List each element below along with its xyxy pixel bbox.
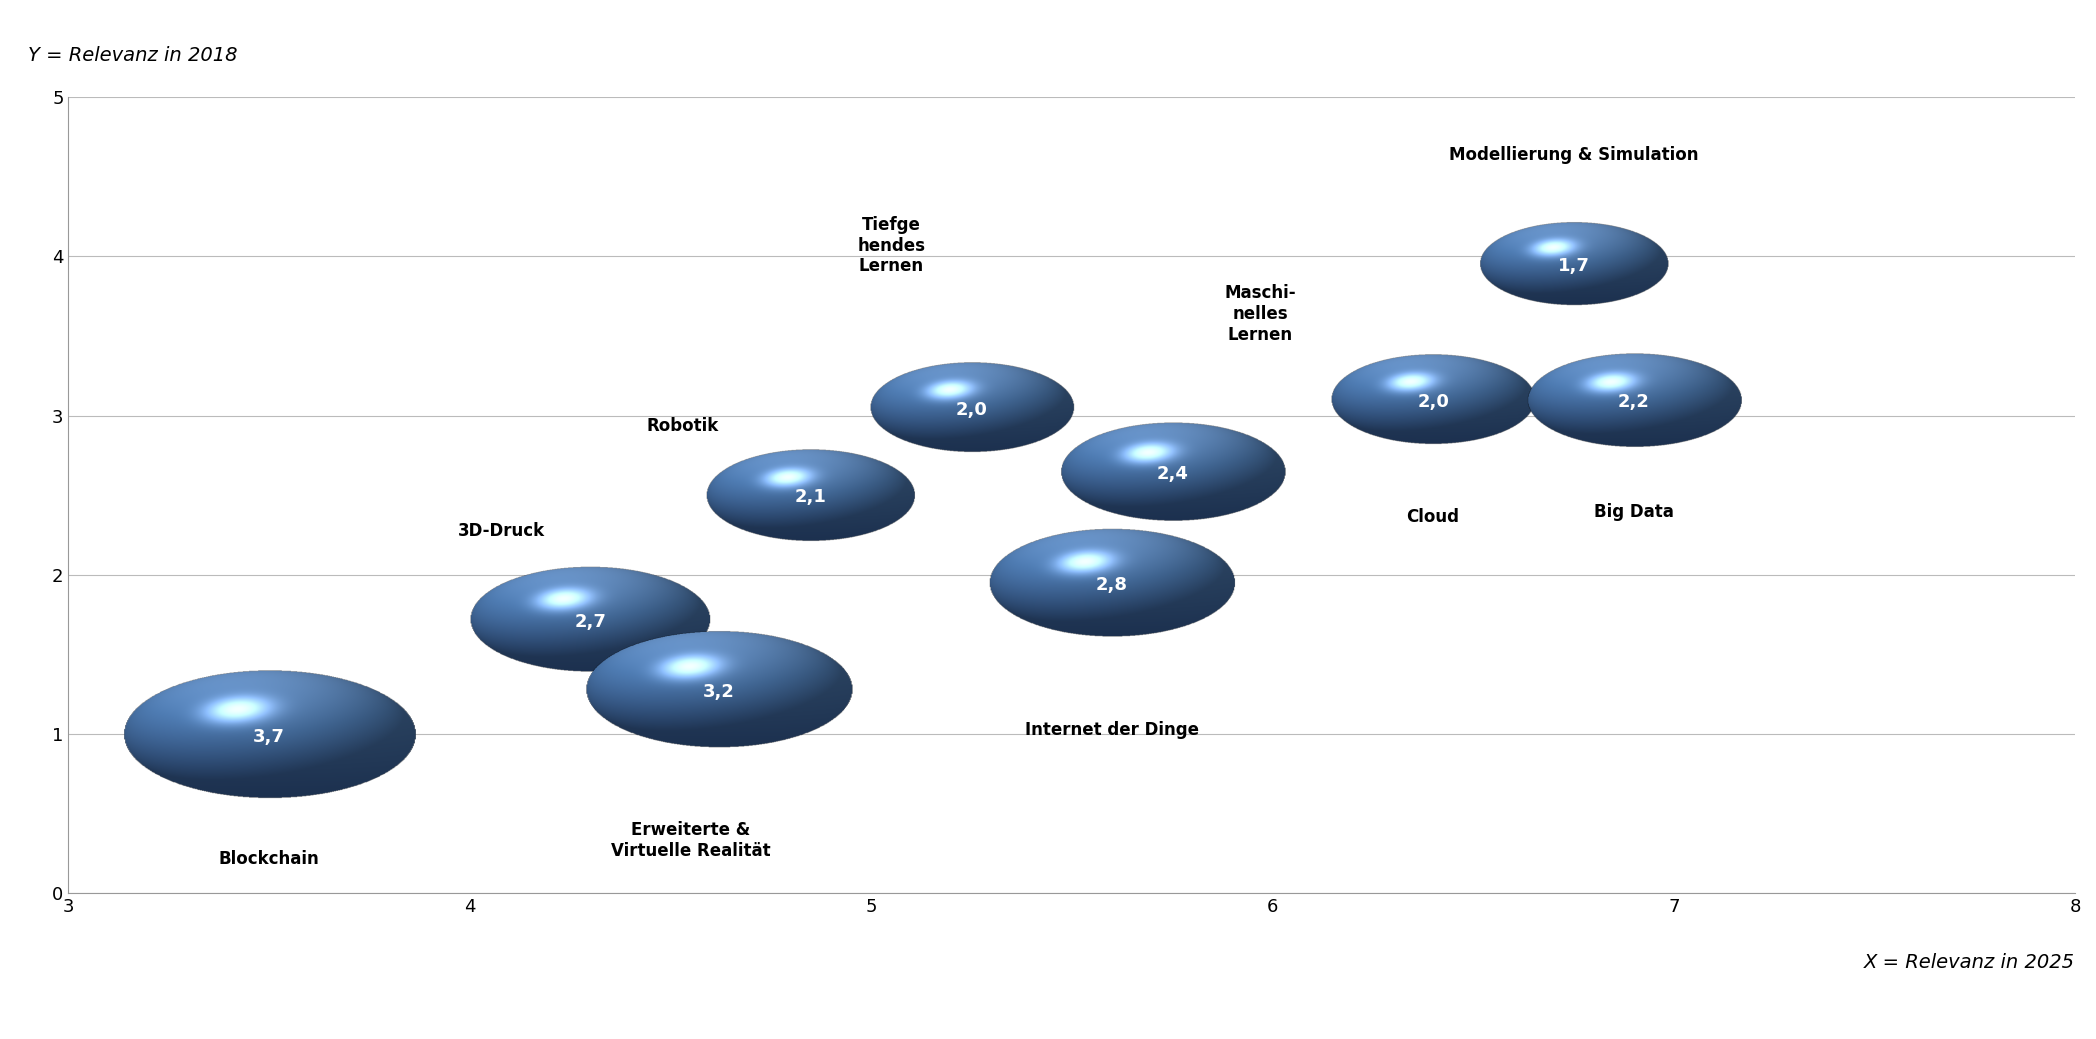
- Text: 2,4: 2,4: [1157, 464, 1188, 482]
- Text: Internet der Dinge: Internet der Dinge: [1025, 721, 1199, 739]
- Text: 1,7: 1,7: [1557, 258, 1589, 275]
- Text: 3,2: 3,2: [702, 683, 734, 701]
- Text: 3D-Druck: 3D-Druck: [459, 522, 545, 539]
- Text: Blockchain: Blockchain: [218, 850, 319, 868]
- Text: Modellierung & Simulation: Modellierung & Simulation: [1448, 146, 1698, 164]
- Text: Big Data: Big Data: [1593, 503, 1675, 522]
- Text: 2,0: 2,0: [1417, 393, 1448, 410]
- Text: 2,0: 2,0: [956, 401, 987, 419]
- Text: 2,1: 2,1: [794, 488, 828, 506]
- Text: 2,8: 2,8: [1096, 577, 1128, 594]
- Text: Erweiterte &
Virtuelle Realität: Erweiterte & Virtuelle Realität: [610, 822, 771, 860]
- Text: 2,7: 2,7: [574, 613, 606, 631]
- Text: Robotik: Robotik: [646, 417, 719, 434]
- Text: X = Relevanz in 2025: X = Relevanz in 2025: [1863, 953, 2075, 971]
- Text: Y = Relevanz in 2018: Y = Relevanz in 2018: [29, 47, 237, 65]
- Text: Maschi-
nelles
Lernen: Maschi- nelles Lernen: [1224, 285, 1295, 344]
- Text: 2,2: 2,2: [1618, 393, 1650, 410]
- Text: 3,7: 3,7: [254, 728, 285, 746]
- Text: Cloud: Cloud: [1406, 508, 1459, 526]
- Text: Tiefge
hendes
Lernen: Tiefge hendes Lernen: [857, 216, 924, 275]
